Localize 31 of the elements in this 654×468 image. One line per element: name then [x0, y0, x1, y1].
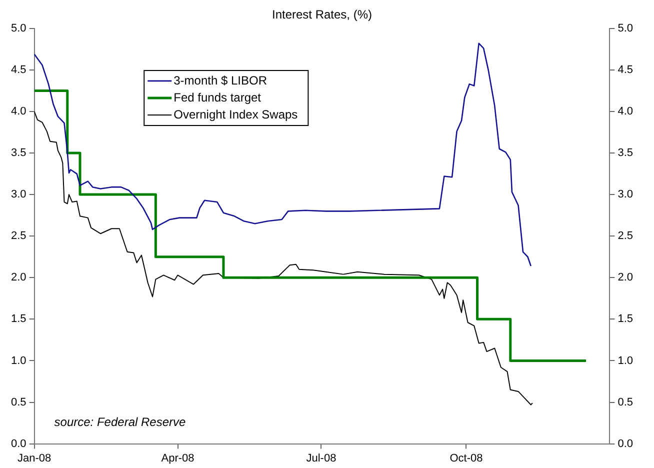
y2-tick-label: 2.0 [618, 272, 634, 284]
y-tick-label: 5.0 [10, 22, 26, 34]
chart-title: Interest Rates, (%) [272, 8, 372, 22]
x-tick-label: Apr-08 [161, 452, 194, 464]
y2-tick-label: 0.0 [618, 438, 634, 450]
y2-tick-label: 3.0 [618, 188, 634, 201]
y-tick-label: 4.5 [10, 64, 26, 76]
y-tick-label: 3.5 [10, 147, 26, 160]
y-tick-label: 2.5 [10, 230, 26, 242]
y2-tick-label: 3.5 [618, 147, 634, 160]
legend-label: Fed funds target [174, 90, 262, 104]
y2-tick-label: 1.0 [618, 354, 634, 367]
legend-label: Overnight Index Swaps [174, 107, 298, 122]
x-tick-label: Jul-08 [306, 452, 336, 464]
y-tick-label: 2.0 [10, 272, 26, 284]
y2-tick-label: 4.5 [618, 64, 634, 76]
y2-tick-label: 5.0 [618, 22, 634, 34]
y-tick-label: 0.0 [10, 438, 26, 450]
x-tick-label: Jan-08 [17, 452, 52, 464]
x-tick-label: Oct-08 [450, 452, 483, 464]
y-tick-label: 3.0 [10, 188, 26, 201]
y2-tick-label: 4.0 [618, 106, 634, 118]
y-tick-label: 4.0 [10, 106, 26, 118]
y2-tick-label: 2.5 [618, 230, 634, 242]
annotation: source: Federal Reserve [54, 414, 186, 429]
legend-label: 3-month $ LIBOR [174, 73, 268, 88]
y2-tick-label: 1.5 [618, 313, 634, 326]
y-tick-label: 0.5 [10, 396, 26, 408]
y-tick-label: 1.5 [10, 313, 26, 326]
y2-tick-label: 0.5 [618, 396, 634, 408]
y-tick-label: 1.0 [10, 354, 26, 367]
